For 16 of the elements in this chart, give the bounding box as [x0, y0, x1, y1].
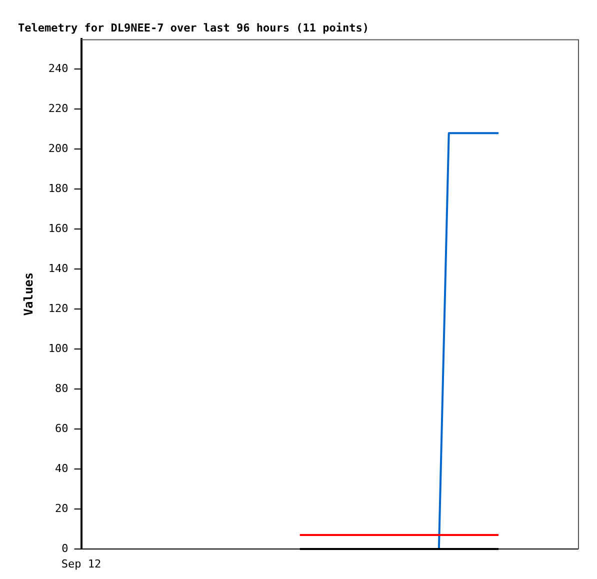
y-axis-title: Values [21, 272, 36, 316]
y-tick-label: 140 [48, 262, 68, 275]
y-tick-label: 240 [48, 62, 68, 76]
text: Sep 12 [61, 557, 102, 570]
y-tick-label: 20 [55, 502, 68, 515]
y-tick-label: 160 [48, 222, 68, 235]
y-tick-label: 200 [48, 142, 68, 156]
y-tick-label: 120 [48, 302, 68, 315]
y-tick-label: 80 [55, 382, 68, 395]
chart-title: Telemetry for DL9NEE-7 over last 96 hours (11 points) [18, 21, 369, 34]
y-tick-label: 100 [48, 342, 68, 355]
y-tick-label: 180 [48, 182, 68, 195]
y-tick-label: 220 [48, 102, 68, 116]
y-tick-label: 60 [55, 422, 68, 435]
y-tick-label: 40 [55, 462, 68, 475]
y-tick-label: 0 [62, 542, 68, 555]
